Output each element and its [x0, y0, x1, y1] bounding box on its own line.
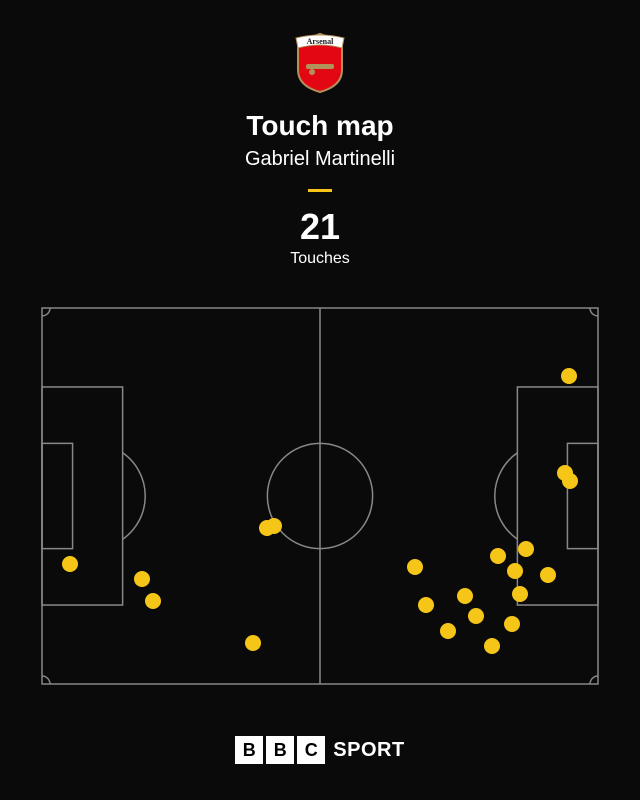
touch-dot	[418, 597, 434, 613]
touch-dot	[561, 368, 577, 384]
touch-dot	[540, 567, 556, 583]
pitch-container	[30, 296, 610, 696]
bbc-logo: BBC	[235, 736, 325, 764]
touch-count-value: 21	[300, 206, 340, 248]
bbc-letter: B	[235, 736, 263, 764]
bbc-letter: B	[266, 736, 294, 764]
touch-dot	[62, 556, 78, 572]
touch-dot	[507, 563, 523, 579]
touch-dot	[518, 541, 534, 557]
touch-dot	[440, 623, 456, 639]
touch-dot	[484, 638, 500, 654]
footer-branding: BBC SPORT	[235, 736, 404, 764]
title-divider	[308, 189, 332, 192]
touch-dot	[504, 616, 520, 632]
touch-dot	[512, 586, 528, 602]
player-name: Gabriel Martinelli	[245, 148, 395, 171]
cannon-wheel	[309, 69, 315, 75]
chart-title: Touch map	[246, 110, 393, 142]
touch-dot	[457, 588, 473, 604]
pitch-lines	[30, 296, 610, 696]
touch-dot	[562, 473, 578, 489]
touch-dot	[468, 608, 484, 624]
touch-count-label: Touches	[290, 250, 350, 268]
sport-text: SPORT	[333, 739, 404, 762]
touch-dot	[145, 593, 161, 609]
touch-dot	[134, 571, 150, 587]
touch-dot	[407, 559, 423, 575]
touch-dot	[245, 635, 261, 651]
cannon-shape	[306, 64, 334, 69]
bbc-letter: C	[297, 736, 325, 764]
touch-dot	[490, 548, 506, 564]
crest-text: Arsenal	[307, 37, 334, 46]
touch-dot	[266, 518, 282, 534]
team-crest: Arsenal	[294, 32, 346, 94]
